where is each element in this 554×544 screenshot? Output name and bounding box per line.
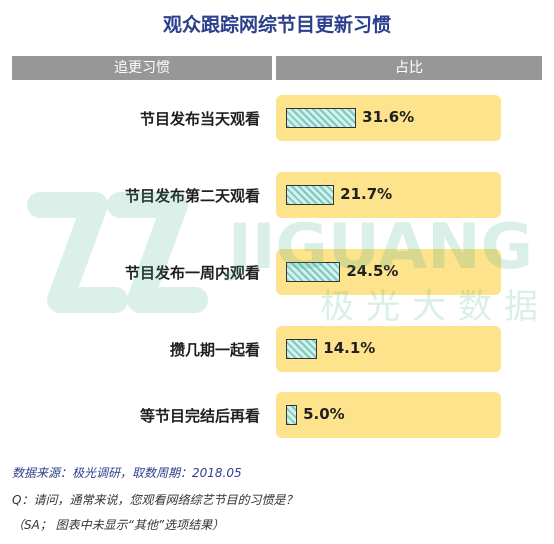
data-source-note: 数据来源：极光调研，取数周期：2018.05: [12, 466, 242, 480]
category-label: 等节目完结后再看: [139, 407, 260, 425]
chart-note: （SA； 图表中未显示“其他”选项结果）: [12, 518, 225, 532]
chart-title: 观众跟踪网综节目更新习惯: [162, 14, 391, 36]
jiguang-logo-icon: [27, 192, 208, 313]
category-label: 节目发布一周内观看: [124, 264, 260, 282]
category-label: 攒几期一起看: [169, 341, 260, 359]
column-header-share: 占比: [276, 56, 542, 80]
category-label: 节目发布第二天观看: [124, 187, 260, 205]
value-label: 14.1%: [323, 339, 376, 357]
bar: [286, 339, 318, 359]
value-label: 31.6%: [362, 108, 415, 126]
value-label: 24.5%: [346, 262, 399, 280]
bar: [286, 185, 335, 205]
column-header-habit: 追更习惯: [12, 56, 272, 80]
bar: [286, 405, 298, 425]
category-label: 节目发布当天观看: [139, 110, 260, 128]
bar-row-background: [276, 392, 501, 438]
survey-question: Q：请问，通常来说，您观看网络综艺节目的习惯是？: [12, 493, 298, 507]
value-label: 21.7%: [340, 185, 393, 203]
value-label: 5.0%: [303, 405, 345, 423]
bar: [286, 262, 341, 282]
bar: [286, 108, 357, 128]
